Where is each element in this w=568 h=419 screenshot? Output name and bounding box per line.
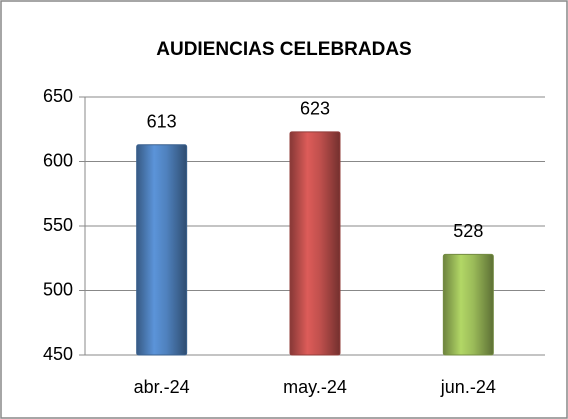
y-tick-label: 450 xyxy=(43,344,73,364)
y-tick-label: 650 xyxy=(43,86,73,106)
chart-title: AUDIENCIAS CELEBRADAS xyxy=(156,39,411,60)
bar xyxy=(442,253,494,356)
y-tick-label: 600 xyxy=(43,150,73,170)
bar xyxy=(289,131,341,356)
bar xyxy=(136,144,188,356)
value-label: 528 xyxy=(453,221,483,241)
y-tick-label: 500 xyxy=(43,279,73,299)
x-tick-label: abr.-24 xyxy=(134,377,190,397)
x-tick-label: jun.-24 xyxy=(440,377,496,397)
x-tick-label: may.-24 xyxy=(283,377,347,397)
y-tick-label: 550 xyxy=(43,215,73,235)
value-label: 623 xyxy=(300,99,330,119)
value-label: 613 xyxy=(147,111,177,131)
